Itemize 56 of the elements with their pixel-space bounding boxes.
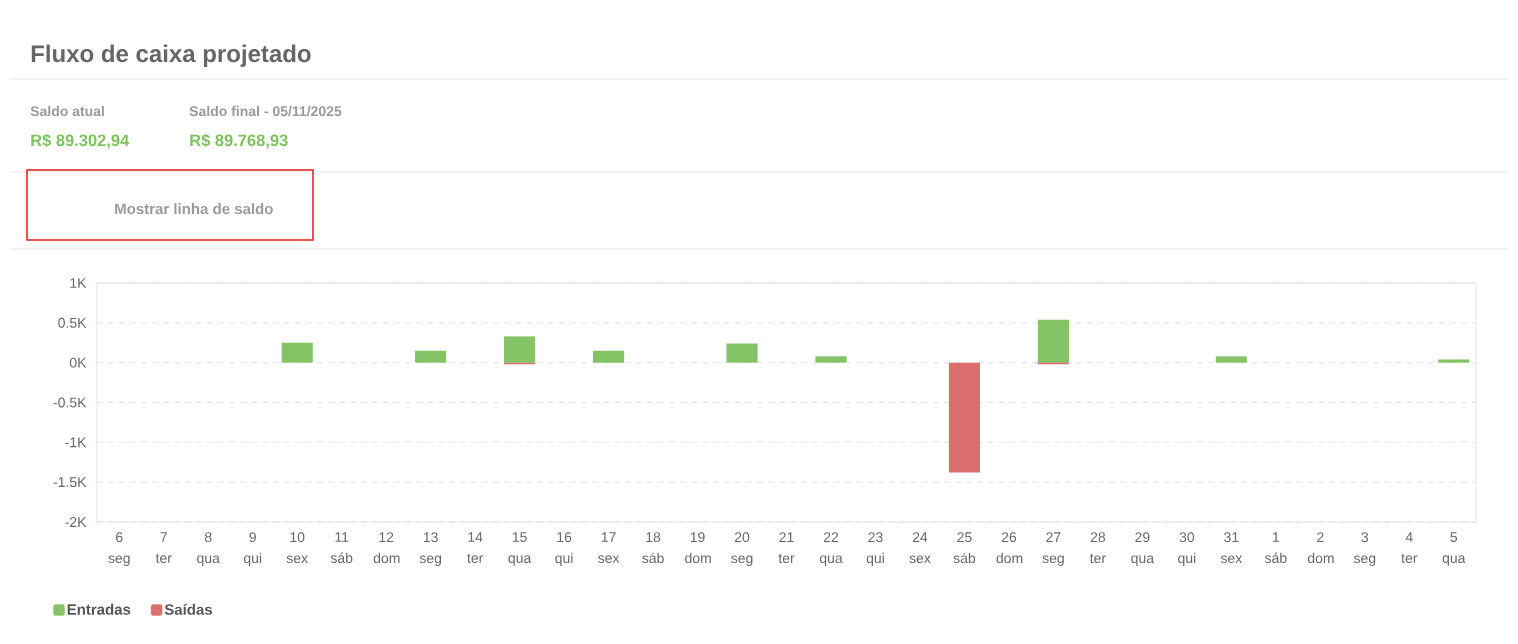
x-tick-label: 1 sáb — [1264, 532, 1287, 563]
x-tick-label: 9 qui — [243, 532, 262, 566]
x-tick-label: 6 seg — [108, 532, 130, 566]
y-tick-label: 0.5K — [58, 317, 87, 328]
y-tick-label: -2K — [65, 517, 87, 527]
x-tick-label: 19 dom — [685, 532, 711, 564]
y-tick-label: 0K — [69, 357, 87, 368]
bar — [415, 350, 447, 363]
legend-label: Entradas — [67, 603, 131, 615]
y-tick-label: -1K — [65, 437, 87, 448]
x-tick-label: 28 ter — [1089, 532, 1106, 564]
legend-label: Saídas — [164, 603, 213, 615]
x-tick-label: 24 sex — [909, 532, 931, 564]
x-tick-label: 11 sáb — [330, 532, 353, 563]
x-tick-label: 26 dom — [996, 532, 1023, 564]
x-tick-label: 10 sex — [286, 532, 308, 564]
bar — [1438, 359, 1470, 363]
x-tick-label: 23 qui — [866, 532, 884, 566]
x-tick-label: 13 seg — [419, 532, 442, 566]
x-tick-label: 27 seg — [1042, 532, 1064, 566]
bar — [815, 356, 847, 363]
bar — [504, 336, 536, 363]
x-tick-label: 20 seg — [731, 532, 753, 566]
x-tick-label: 5 qua — [1442, 532, 1466, 566]
text: Saldo atual — [30, 105, 104, 117]
bar — [726, 343, 758, 363]
x-tick-label: 17 sex — [598, 532, 620, 563]
x-tick-label: 2 dom — [1307, 532, 1334, 564]
x-tick-label: 8 qua — [197, 532, 220, 566]
bar — [593, 350, 625, 363]
chart-title: Fluxo de caixa projetado — [31, 44, 311, 67]
x-tick-label: 21 ter — [778, 532, 795, 564]
x-tick-label: 31 sex — [1220, 532, 1243, 564]
x-tick-label: 22 qua — [819, 532, 843, 566]
text: Saldo final - 05/11/2025 — [189, 105, 342, 117]
text: R$ 89.768,93 — [190, 133, 288, 149]
x-tick-label: 15 qua — [508, 532, 532, 566]
x-tick-label: 3 seg — [1353, 532, 1376, 566]
y-tick-label: -0.5K — [53, 397, 87, 408]
x-tick-label: 4 ter — [1401, 532, 1418, 563]
x-tick-label: 16 qui — [555, 532, 573, 566]
x-tick-label: 30 qui — [1178, 532, 1196, 566]
bar — [1037, 319, 1069, 363]
x-tick-label: 12 dom — [373, 532, 400, 564]
bar — [281, 342, 313, 363]
y-tick-label: -1.5K — [53, 477, 87, 488]
text: R$ 89.302,94 — [31, 133, 130, 149]
bar — [1215, 356, 1247, 363]
x-tick-label: 25 sáb — [953, 532, 976, 564]
x-tick-label: 14 ter — [467, 532, 484, 563]
x-tick-label: 29 qua — [1131, 532, 1155, 566]
text: Mostrar linha de saldo — [115, 203, 273, 215]
x-tick-label: 7 ter — [155, 532, 172, 563]
bar — [948, 362, 981, 473]
x-tick-label: 18 sáb — [642, 532, 664, 564]
y-tick-label: 1K — [70, 278, 87, 288]
